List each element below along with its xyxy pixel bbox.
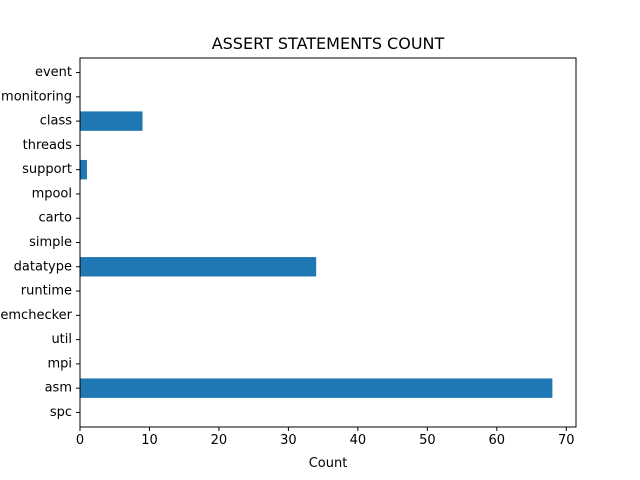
plot-frame [79,57,577,428]
y-axis-ticks: spc asm mpi util memchecker runtime datatype si… [0,65,80,420]
x-tick-label: 50 [419,433,436,448]
y-tick-label: monitoring [1,89,72,104]
y-tick-label: threads [23,138,73,153]
y-tick-label: mpi [47,356,72,371]
y-tick-label: asm [45,381,72,396]
x-tick-label: 30 [280,433,297,448]
y-tick-label: runtime [21,284,72,299]
x-tick-label: 10 [141,433,158,448]
bar-datatype [80,257,317,277]
bar-support [80,159,87,180]
y-tick-label: event [35,65,72,80]
chart-title: ASSERT STATEMENTS COUNT [212,34,445,53]
y-tick-label: simple [29,235,72,250]
y-tick-label: class [40,114,72,129]
y-tick-label: carto [38,211,72,226]
bar-asm [80,378,553,398]
x-tick-label: 70 [558,433,575,448]
y-tick-label: spc [50,405,72,420]
y-tick-label: memchecker [0,308,73,323]
y-tick-label: support [22,162,72,177]
bars-layer [80,111,553,398]
y-tick-label: util [51,332,72,347]
x-axis-label: Count [309,456,348,471]
x-tick-label: 60 [489,433,506,448]
y-tick-label: datatype [14,259,72,274]
x-axis-ticks: 0 10 20 30 40 50 60 70 [76,427,575,448]
x-tick-label: 40 [350,433,367,448]
x-tick-label: 20 [211,433,228,448]
bar-class [80,111,143,131]
x-tick-label: 0 [76,433,84,448]
y-tick-label: mpool [32,186,72,201]
